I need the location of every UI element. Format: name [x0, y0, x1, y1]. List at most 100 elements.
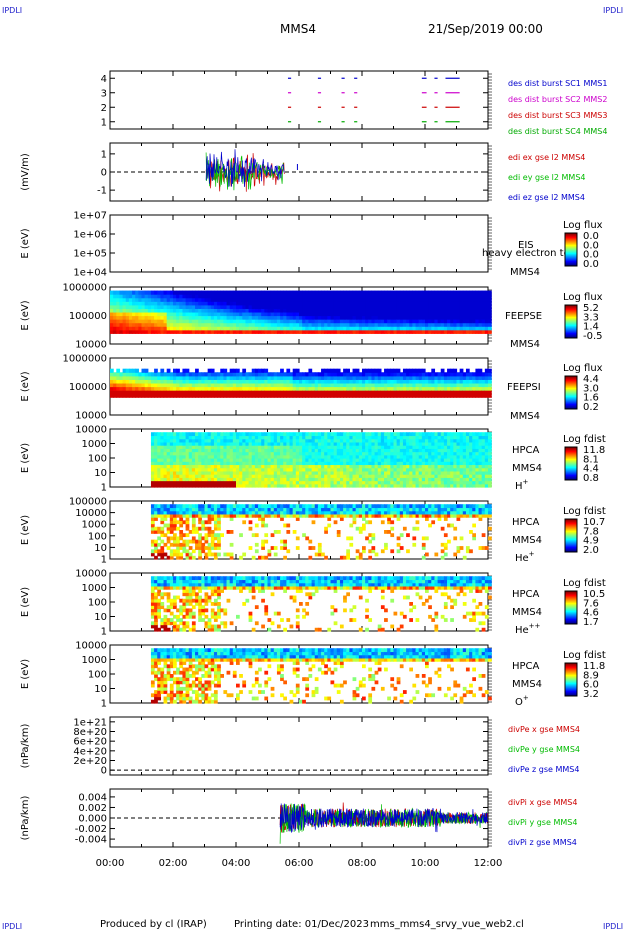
spectrogram-cell	[198, 308, 202, 313]
spectrogram-cell	[336, 386, 341, 391]
spectrogram-cell	[182, 390, 187, 395]
spectrogram-cell	[232, 368, 237, 373]
spectrogram-cell	[428, 461, 432, 466]
footer-script-name: mms_mms4_srvy_vue_web2.cl	[370, 919, 524, 930]
spectrogram-cell	[431, 454, 436, 459]
spectrogram-cell	[478, 368, 483, 373]
spectrogram-cell	[390, 483, 395, 488]
spectrogram-cell	[428, 470, 432, 475]
spectrogram-cell	[210, 470, 215, 475]
spectrogram-cell	[157, 458, 161, 462]
spectrogram-cell	[488, 448, 492, 453]
spectrogram-cell	[352, 375, 357, 380]
spectrogram-cell	[166, 461, 171, 466]
spectrogram-cell	[147, 304, 152, 309]
spectrogram-cell	[223, 432, 228, 437]
spectrogram-cell	[267, 477, 272, 482]
spectrogram-cell	[368, 480, 373, 485]
spectrogram-cell	[176, 474, 180, 478]
spectrogram-cell	[339, 467, 344, 472]
spectrogram-cell	[396, 315, 401, 320]
spectrogram-cell	[443, 372, 448, 377]
spectrogram-cell	[330, 329, 335, 334]
spectrogram-cell	[453, 445, 458, 449]
spectrogram-cell	[245, 308, 250, 313]
spectrogram-cell	[258, 379, 262, 384]
spectrogram-cell	[324, 432, 328, 437]
spectrogram-cell	[302, 379, 306, 384]
spectrogram-cell	[447, 372, 451, 377]
spectrogram-cell	[431, 294, 436, 299]
spectrogram-cell	[236, 319, 240, 324]
spectrogram-cell	[264, 290, 269, 295]
spectrogram-cell	[302, 480, 306, 485]
colorbar-cell	[565, 239, 577, 241]
spectrogram-cell	[185, 304, 190, 309]
spectrogram-cell	[402, 441, 407, 446]
spectrogram-cell	[166, 290, 171, 295]
spectrogram-cell	[459, 319, 464, 324]
spectrogram-cell	[182, 311, 187, 317]
spectrogram-cell	[368, 470, 373, 475]
spectrogram-cell	[484, 432, 489, 437]
spectrogram-cell	[132, 311, 136, 317]
spectrogram-cell	[472, 290, 476, 295]
spectrogram-cell	[254, 448, 259, 453]
instrument-label: FEEPSE	[505, 311, 542, 322]
spectrogram-cell	[166, 304, 171, 309]
spectrogram-cell	[399, 311, 404, 317]
spectrogram-cell	[299, 474, 303, 478]
y-axis-label: E (eV)	[20, 371, 31, 401]
spectrogram-cell	[393, 326, 398, 331]
spectrogram-cell	[236, 432, 240, 437]
spectrogram-cell	[305, 294, 310, 299]
spectrogram-cell	[377, 386, 382, 391]
y-tick-label: 3	[101, 88, 107, 99]
spectrogram-cell	[242, 467, 247, 472]
spectrogram-cell	[264, 445, 269, 449]
spectrogram-cell	[302, 474, 306, 478]
spectrogram-cell	[116, 294, 121, 299]
spectrogram-cell	[267, 432, 272, 437]
spectrogram-cell	[308, 477, 313, 482]
spectrogram-cell	[207, 474, 212, 478]
spectrogram-cell	[434, 441, 439, 446]
spectrogram-cell	[264, 372, 269, 377]
spectrogram-cell	[207, 311, 212, 317]
spectrogram-cell	[113, 319, 117, 324]
spectrogram-cell	[248, 308, 253, 313]
spectrogram-cell	[182, 319, 187, 324]
spectrogram-cell	[380, 290, 385, 295]
spectrogram-cell	[336, 372, 341, 377]
spectrogram-cell	[352, 379, 357, 384]
spectrogram-cell	[396, 435, 401, 440]
spectrogram-cell	[469, 290, 473, 295]
spectrogram-cell	[374, 375, 379, 380]
spectrogram-cell	[251, 382, 256, 388]
spectrogram-cell	[478, 480, 483, 485]
spectrogram-cell	[384, 483, 388, 488]
spectrogram-cell	[336, 368, 341, 373]
spectrogram-cell	[276, 311, 281, 317]
spectrogram-cell	[412, 458, 417, 462]
spectrogram-cell	[267, 382, 272, 388]
spectrogram-cell	[160, 308, 165, 313]
spectrogram-cell	[254, 467, 259, 472]
spectrogram-cell	[248, 454, 253, 459]
spectrogram-cell	[220, 297, 224, 302]
spectrogram-cell	[330, 461, 335, 466]
spectrogram-cell	[226, 480, 231, 485]
spectrogram-cell	[431, 445, 436, 449]
spectrogram-cell	[195, 290, 199, 295]
spectrogram-cell	[418, 467, 423, 472]
spectrogram-cell	[475, 445, 480, 449]
spectrogram-cell	[362, 375, 366, 380]
spectrogram-cell	[327, 454, 332, 459]
spectrogram-cell	[358, 375, 363, 380]
spectrogram-cell	[236, 464, 240, 469]
spectrogram-cell	[157, 390, 161, 395]
spectrogram-cell	[245, 480, 250, 485]
spectrogram-cell	[406, 319, 410, 324]
spectrogram-cell	[251, 483, 256, 488]
spectrogram-cell	[292, 375, 297, 380]
